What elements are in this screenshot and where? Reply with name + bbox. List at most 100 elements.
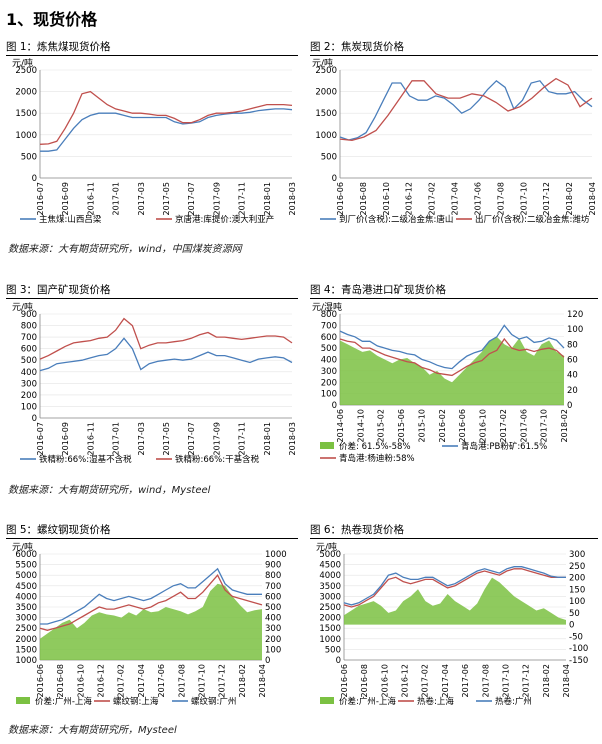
y2-tick-label: -100 <box>569 644 588 654</box>
x-tick-label: 2017-08 <box>177 664 186 697</box>
legend-label: 青岛港:PB粉矿:61.5% <box>461 441 547 452</box>
y-tick-label: 1000 <box>315 131 337 141</box>
x-tick-label: 2016-12 <box>97 664 106 697</box>
y2-tick-label: 120 <box>567 310 583 320</box>
x-tick-label: 2016-11 <box>86 422 95 455</box>
y-tick-label: 2500 <box>319 603 341 613</box>
y-tick-label: 300 <box>21 379 37 389</box>
y-tick-label: 500 <box>321 344 337 354</box>
x-tick-label: 2016-12 <box>401 664 410 697</box>
legend-label: 价差:广州-上海 <box>339 696 396 707</box>
legend-label: 青岛港:杨迪粉:58% <box>339 453 415 464</box>
y2-tick-label: 150 <box>569 585 585 595</box>
y-unit-label: 元/吨 <box>312 57 333 69</box>
x-tick-label: 2018-04 <box>562 664 571 697</box>
x-tick-label: 2016-09 <box>61 422 70 455</box>
y2-tick-label: 600 <box>265 592 281 602</box>
figure-1-rule <box>6 55 298 56</box>
y-tick-label: 4500 <box>15 582 37 592</box>
series-line-1 <box>343 568 566 608</box>
x-tick-label: 2017-12 <box>218 664 227 697</box>
series-line-0 <box>39 337 293 372</box>
x-tick-label: 2017-10 <box>501 664 510 697</box>
y2-tick-label: 800 <box>265 571 281 581</box>
y2-tick-label: 500 <box>265 603 281 613</box>
y-tick-label: 200 <box>21 391 37 401</box>
y-tick-label: 100 <box>321 390 337 400</box>
x-tick-label: 2017-06 <box>473 182 482 215</box>
y-tick-label: 1000 <box>319 635 341 645</box>
y-tick-label: 500 <box>21 356 37 366</box>
figure-1-source: 数据来源：大有期货研究所，wind，中国煤炭资源网 <box>8 244 242 255</box>
series-line-1 <box>39 574 263 631</box>
y-tick-label: 400 <box>321 356 337 366</box>
legend-label: 铁精粉:66%:干基含税 <box>175 454 260 465</box>
figure-4-rule <box>310 298 598 299</box>
x-tick-label: 2017-11 <box>238 182 247 215</box>
y2-tick-label: 700 <box>265 582 281 592</box>
y-unit-label: 元/吨 <box>316 541 337 553</box>
x-tick-label: 2017-10 <box>197 664 206 697</box>
y2-tick-label: 200 <box>265 635 281 645</box>
x-tick-label: 2017-06 <box>519 409 528 442</box>
series-area-0 <box>40 583 262 660</box>
x-tick-label: 2016-11 <box>86 182 95 215</box>
y-tick-label: 300 <box>321 367 337 377</box>
y-tick-label: 700 <box>321 321 337 331</box>
y-tick-label: 700 <box>21 333 37 343</box>
figure-4-caption: 图 4：青岛港进口矿现货价格 <box>310 284 447 296</box>
x-tick-label: 2018-02 <box>238 664 247 697</box>
y2-tick-label: 20 <box>567 386 578 396</box>
legend-label: 铁精粉:66%:湿基不含税 <box>39 454 132 465</box>
x-tick-label: 2016-07 <box>36 422 45 455</box>
figure-2-chart: 元/吨 0 500 1000 1500 2000 2500 2016-06 2016-08 201… <box>312 57 597 225</box>
y-tick-label: 500 <box>325 645 341 655</box>
y-tick-label: 5000 <box>15 571 37 581</box>
x-tick-label: 2017-08 <box>481 664 490 697</box>
x-tick-label: 2017-04 <box>451 182 460 215</box>
x-tick-label: 2018-04 <box>588 182 597 215</box>
x-tick-label: 2017-01 <box>112 182 121 215</box>
figure-4-chart: 元/湿吨010020030040050060070080002040608010… <box>312 301 583 464</box>
x-tick-label: 2016-06 <box>336 182 345 215</box>
x-tick-label: 2015-02 <box>377 409 386 442</box>
y2-tick-label: 400 <box>265 614 281 624</box>
y2-tick-label: 60 <box>567 356 578 366</box>
x-tick-label: 2017-12 <box>542 182 551 215</box>
figure-5-caption: 图 5：螺纹钢现货价格 <box>6 524 111 536</box>
x-tick-label: 2018-03 <box>288 422 297 455</box>
series-area-0 <box>340 336 564 405</box>
figure-5-rule <box>6 538 298 539</box>
x-tick-label: 2016-08 <box>359 182 368 215</box>
x-tick-label: 2018-01 <box>263 422 272 455</box>
y2-tick-label: 100 <box>569 597 585 607</box>
y2-tick-label: 300 <box>265 624 281 634</box>
y-tick-label: 4000 <box>15 592 37 602</box>
y-tick-label: 600 <box>321 333 337 343</box>
y2-tick-label: 200 <box>569 574 585 584</box>
y-tick-label: 1500 <box>15 109 37 119</box>
x-tick-label: 2017-10 <box>519 182 528 215</box>
x-tick-label: 2016-08 <box>360 664 369 697</box>
y2-tick-label: 0 <box>567 401 572 411</box>
x-tick-label: 2017-07 <box>187 422 196 455</box>
x-tick-label: 2017-11 <box>238 422 247 455</box>
series-line-0 <box>339 79 593 141</box>
y2-tick-label: 50 <box>569 609 580 619</box>
legend-label: 出厂价(含税):二级冶金焦:潍坊 <box>475 214 590 225</box>
legend-label: 价差:广州-上海 <box>35 696 92 707</box>
y2-tick-label: -150 <box>569 656 588 666</box>
y-tick-label: 800 <box>321 310 337 320</box>
y-tick-label: 1500 <box>15 645 37 655</box>
legend-label: 到厂价(含税):二级冶金焦:唐山 <box>339 214 453 225</box>
y-unit-label: 元/湿吨 <box>312 301 342 313</box>
x-tick-label: 2016-07 <box>36 182 45 215</box>
y-tick-label: 800 <box>21 322 37 332</box>
x-tick-label: 2017-02 <box>499 409 508 442</box>
x-tick-label: 2017-04 <box>441 664 450 697</box>
x-tick-label: 2018-01 <box>263 182 272 215</box>
x-tick-label: 2017-02 <box>117 664 126 697</box>
series-line-0 <box>40 108 293 152</box>
x-tick-label: 2016-10 <box>382 182 391 215</box>
y-tick-label: 900 <box>21 310 37 320</box>
